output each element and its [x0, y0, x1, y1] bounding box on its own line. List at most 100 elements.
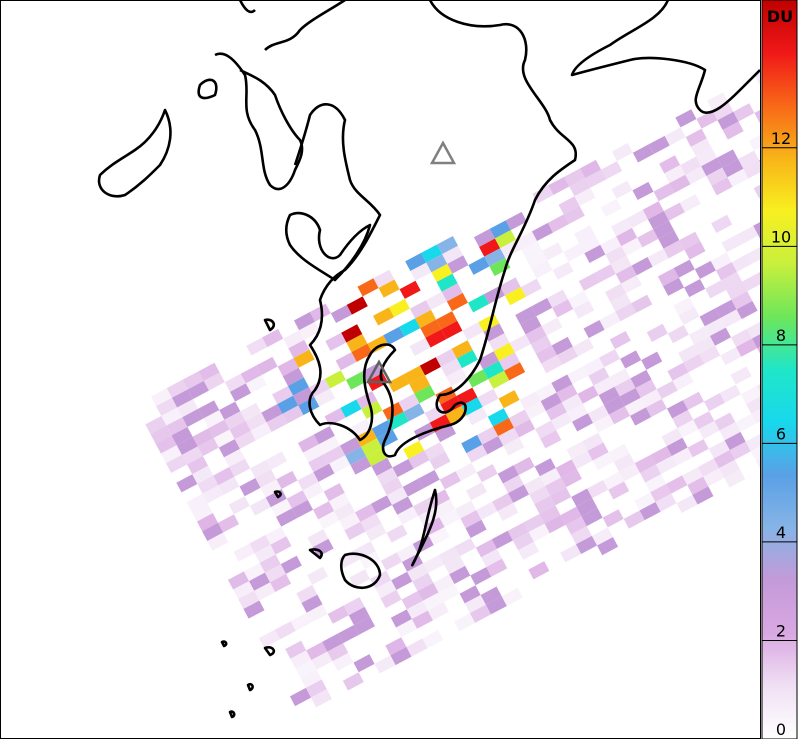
pixel: [523, 476, 546, 495]
pixel: [277, 395, 299, 414]
pixel: [455, 500, 477, 519]
pixel: [752, 330, 760, 349]
pixel: [418, 469, 440, 489]
pixel: [631, 294, 653, 313]
pixel: [513, 456, 535, 476]
pixel: [711, 177, 733, 196]
pixel: [610, 218, 633, 237]
pixel: [484, 248, 506, 267]
pixel: [301, 594, 323, 613]
pixel: [603, 396, 625, 415]
colorbar-tick-label: 2: [776, 621, 786, 640]
pixel: [213, 467, 235, 486]
pixel: [611, 143, 633, 162]
pixel: [420, 319, 442, 338]
pixel: [528, 561, 550, 580]
pixel: [754, 104, 760, 123]
pixel: [367, 335, 389, 354]
pixel: [280, 555, 302, 574]
pixel: [740, 385, 760, 405]
pixel: [410, 262, 432, 281]
pixel: [711, 214, 733, 233]
pixel: [520, 278, 542, 297]
pixel: [560, 469, 582, 488]
pixel: [696, 148, 718, 167]
pixel: [630, 369, 652, 388]
pixel: [461, 434, 483, 454]
pixel: [563, 205, 585, 225]
pixel: [663, 240, 685, 259]
pixel: [439, 471, 461, 490]
pixel: [219, 401, 241, 420]
pixel: [640, 389, 662, 408]
pixel: [339, 512, 361, 531]
pixel: [286, 490, 308, 509]
pixel: [229, 383, 252, 402]
pixel: [192, 465, 214, 484]
pixel: [721, 234, 743, 253]
pixel: [445, 405, 467, 424]
pixel: [493, 342, 515, 361]
pixel: [459, 585, 481, 604]
pixel: [414, 385, 436, 404]
pixel: [306, 641, 328, 661]
pixel: [465, 482, 488, 501]
pixel: [270, 536, 292, 555]
pixel: [166, 379, 188, 398]
pixel: [451, 340, 473, 359]
pixel: [439, 508, 461, 527]
pixel: [270, 573, 292, 593]
pixel: [428, 526, 450, 546]
pixel: [192, 428, 214, 447]
pixel: [203, 372, 225, 391]
pixel: [330, 304, 352, 324]
pixel: [737, 225, 759, 244]
pixel: [429, 451, 451, 470]
pixel: [631, 257, 653, 276]
pixel: [465, 519, 487, 538]
pixel: [314, 388, 336, 407]
pixel: [730, 328, 753, 347]
pixel: [370, 495, 393, 514]
pixel: [619, 387, 641, 407]
pixel: [653, 183, 675, 202]
pixel: [455, 462, 477, 481]
pixel: [492, 493, 514, 512]
pixel: [642, 201, 664, 220]
pixel: [342, 672, 364, 691]
pixel: [325, 332, 347, 351]
pixel: [523, 513, 545, 533]
pixel: [438, 583, 460, 603]
pixel: [552, 299, 574, 318]
pixel: [198, 400, 220, 419]
pixel: [177, 399, 199, 418]
pixel: [499, 277, 521, 296]
pixel: [608, 406, 631, 425]
pixel: [722, 121, 744, 140]
pixel: [520, 316, 542, 335]
pixel: [171, 389, 194, 408]
pixel: [712, 102, 734, 121]
pixel: [624, 397, 646, 416]
pixel: [715, 299, 737, 318]
pixel: [534, 458, 556, 477]
pixel: [684, 279, 706, 298]
pixel: [276, 470, 298, 490]
pixel: [726, 281, 748, 300]
pixel: [680, 156, 702, 175]
pixel: [305, 679, 327, 698]
pixel: [376, 467, 398, 486]
pixel: [603, 471, 625, 490]
pixel: [542, 242, 564, 261]
pixel: [581, 507, 603, 527]
pixel: [632, 144, 654, 163]
pixel: [345, 446, 367, 465]
pixel: [145, 415, 167, 435]
pixel: [324, 445, 346, 464]
pixel: [540, 392, 562, 411]
pixel: [491, 530, 513, 549]
pixel: [658, 230, 680, 249]
pixel: [240, 365, 262, 384]
pixel: [583, 319, 605, 339]
pixel: [411, 610, 433, 629]
